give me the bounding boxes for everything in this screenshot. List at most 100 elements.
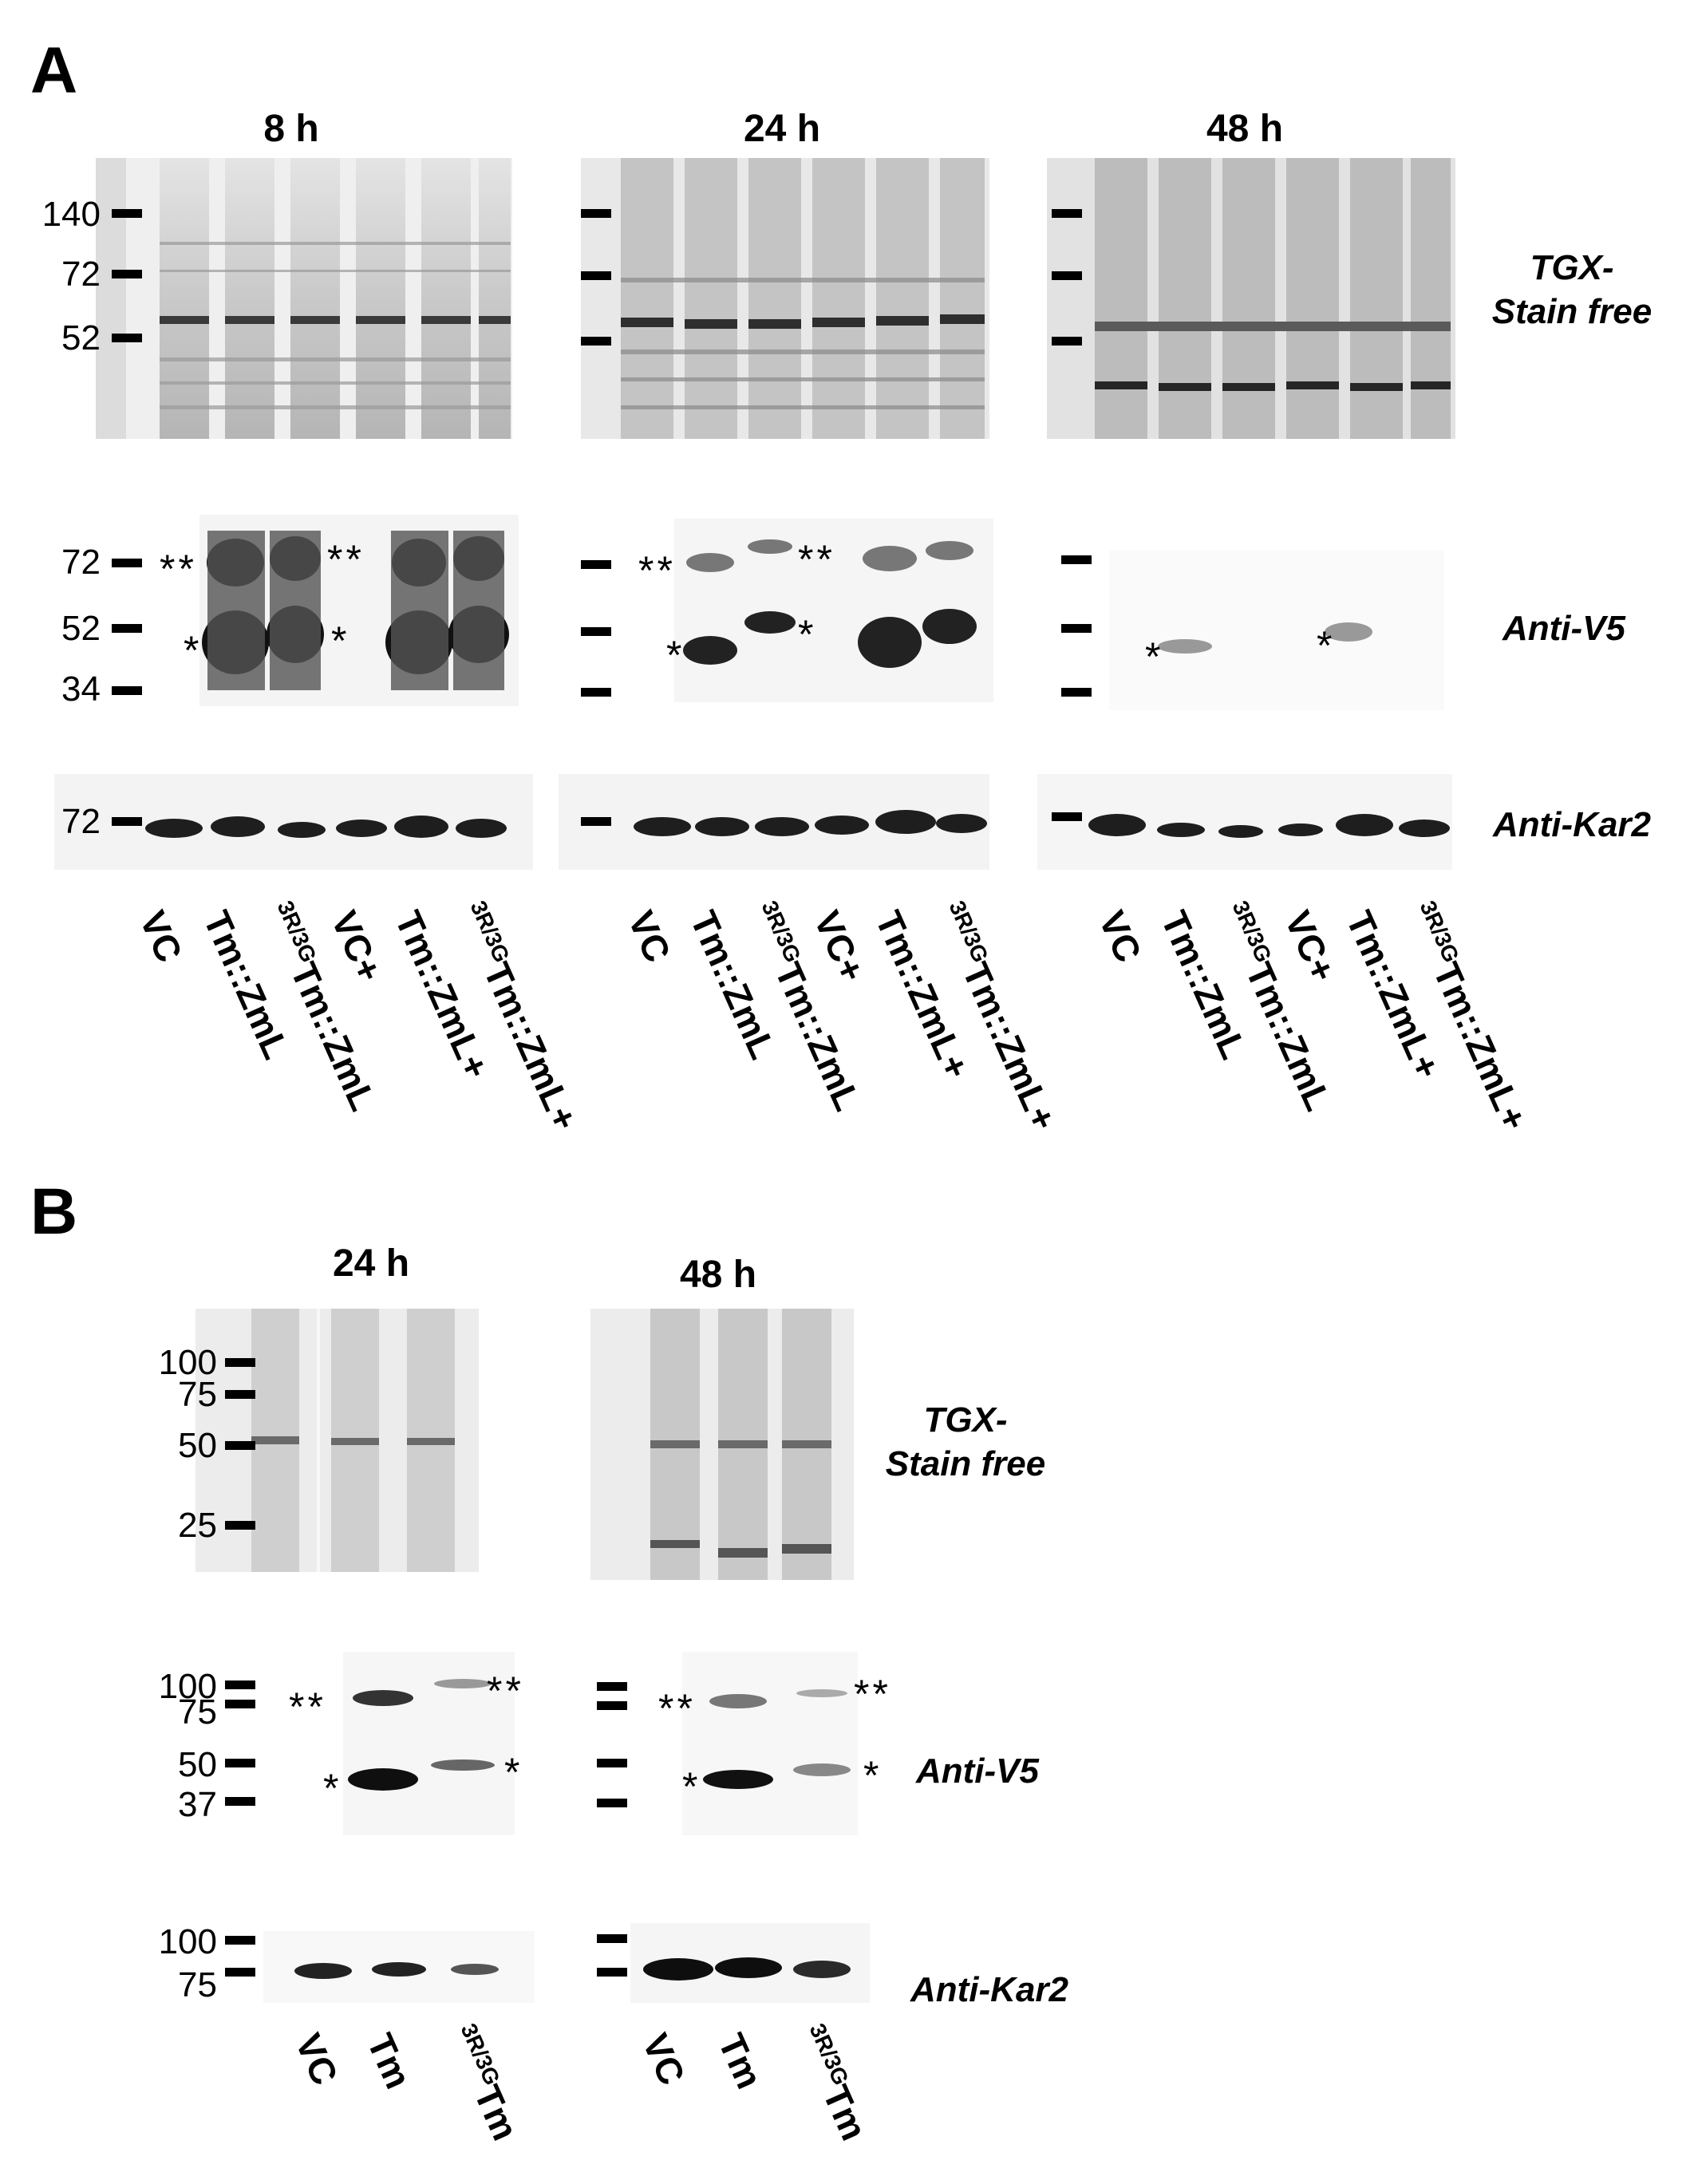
stain-label-line1: TGX-	[923, 1400, 1008, 1440]
marker-tick	[597, 1934, 627, 1943]
marker-tick	[597, 1759, 627, 1767]
panel-b-stain-marker-25: 25	[178, 1506, 217, 1545]
panel-b-kar2-blot-24h	[263, 1931, 535, 2003]
marker-tick	[1052, 271, 1082, 280]
single-star-annotation: *	[798, 612, 817, 657]
panel-b-v5-marker-37: 37	[178, 1785, 217, 1824]
panel-b-stain-label: TGX- Stain free	[870, 1398, 1061, 1486]
marker-tick	[1061, 555, 1092, 564]
panel-a-timepoint-24h: 24 h	[743, 108, 821, 150]
panel-a-v5-blot-48h	[1109, 551, 1444, 710]
marker-tick	[1061, 624, 1092, 633]
double-star-annotation: **	[160, 547, 197, 591]
marker-tick	[1052, 209, 1082, 218]
single-star-annotation: *	[1317, 623, 1336, 668]
panel-a-timepoint-8h: 8 h	[263, 108, 319, 150]
marker-tick	[1052, 337, 1082, 346]
marker-tick	[597, 1682, 627, 1691]
double-star-annotation: **	[327, 537, 365, 582]
panel-b-v5-blot-48h	[682, 1652, 858, 1835]
marker-tick	[225, 1358, 255, 1367]
marker-tick	[225, 1680, 255, 1689]
panel-b-kar2-blot-48h	[630, 1923, 870, 2003]
marker-tick	[112, 624, 142, 633]
panel-a-kar2-marker-72: 72	[61, 802, 101, 841]
stain-label-line1: TGX-	[1530, 248, 1614, 287]
panel-b-stain-marker-50: 50	[178, 1426, 217, 1465]
panel-a-kar2-label: Anti-Kar2	[1492, 805, 1652, 844]
panel-b-v5-blot-24h	[343, 1652, 515, 1835]
marker-tick	[581, 337, 611, 346]
panel-b-stain-marker-100: 100	[158, 1343, 217, 1382]
panel-b-v5-marker-50: 50	[178, 1745, 217, 1784]
single-star-annotation: *	[682, 1764, 701, 1809]
lane-label: VC	[620, 904, 679, 969]
panel-b-timepoint-24h: 24 h	[332, 1242, 410, 1285]
lane-label: VC+	[323, 904, 391, 988]
marker-tick	[112, 334, 142, 342]
marker-tick	[581, 209, 611, 218]
marker-tick	[581, 627, 611, 636]
panel-a-v5-label: Anti-V5	[1503, 609, 1625, 648]
double-star-annotation: **	[638, 548, 676, 593]
double-star-annotation: **	[798, 537, 835, 582]
panel-a-kar2-blot-24h	[559, 774, 989, 870]
marker-tick	[225, 1390, 255, 1399]
panel-b-v5-label: Anti-V5	[916, 1752, 1039, 1791]
panel-b-kar2-marker-75: 75	[178, 1965, 217, 2004]
marker-tick	[597, 1799, 627, 1807]
marker-tick	[112, 817, 142, 826]
marker-tick	[581, 271, 611, 280]
marker-tick	[112, 270, 142, 278]
panel-a-stain-label: TGX- Stain free	[1484, 246, 1660, 334]
panel-a-letter: A	[30, 34, 78, 107]
marker-tick	[225, 1759, 255, 1767]
marker-tick	[581, 817, 611, 826]
double-star-annotation: **	[854, 1672, 891, 1716]
lane-label: VC	[132, 904, 191, 969]
stain-label-line2: Stain free	[885, 1444, 1046, 1483]
panel-b-kar2-label: Anti-Kar2	[910, 1970, 1069, 2009]
single-star-annotation: *	[863, 1753, 883, 1798]
double-star-annotation: **	[658, 1686, 696, 1731]
lane-label: 3R/3GTm	[804, 2020, 875, 2146]
lane-label: 3R/3GTm	[456, 2020, 527, 2146]
panel-a-v5-marker-34: 34	[61, 669, 101, 709]
panel-a-stain-gel-24h	[581, 158, 989, 439]
marker-tick	[581, 688, 611, 697]
single-star-annotation: *	[184, 628, 203, 673]
lane-label: VC	[1091, 904, 1150, 969]
lane-label: VC+	[806, 904, 874, 988]
panel-a-v5-blot-8h	[199, 515, 519, 706]
panel-b-stain-gel-48h	[590, 1309, 854, 1580]
marker-tick	[225, 1797, 255, 1806]
panel-b-stain-marker-75: 75	[178, 1375, 217, 1414]
marker-tick	[581, 560, 611, 569]
panel-a-kar2-blot-48h	[1037, 774, 1452, 870]
panel-a-stain-marker-52: 52	[61, 318, 101, 357]
marker-tick	[1052, 812, 1082, 821]
lane-label: Tm	[359, 2027, 420, 2095]
panel-a-stain-marker-72: 72	[61, 255, 101, 294]
panel-a-v5-blot-24h	[674, 519, 993, 702]
lane-label: Tm	[710, 2027, 771, 2095]
marker-tick	[112, 559, 142, 567]
marker-tick	[225, 1441, 255, 1450]
single-star-annotation: *	[323, 1766, 342, 1811]
panel-b-stain-gel-24h	[195, 1309, 479, 1572]
panel-b-v5-marker-75: 75	[178, 1692, 217, 1732]
marker-tick	[225, 1968, 255, 1977]
marker-tick	[225, 1521, 255, 1530]
panel-b-kar2-marker-100: 100	[158, 1922, 217, 1961]
panel-b-letter: B	[30, 1175, 78, 1248]
single-star-annotation: *	[504, 1750, 523, 1795]
marker-tick	[1061, 688, 1092, 697]
panel-a-timepoint-48h: 48 h	[1206, 108, 1284, 150]
marker-tick	[112, 209, 142, 218]
panel-a-v5-marker-52: 52	[61, 609, 101, 648]
lane-label: VC	[287, 2027, 346, 2091]
panel-a-stain-marker-140: 140	[41, 195, 101, 234]
panel-b-timepoint-48h: 48 h	[679, 1254, 757, 1296]
panel-a-v5-marker-72: 72	[61, 543, 101, 582]
